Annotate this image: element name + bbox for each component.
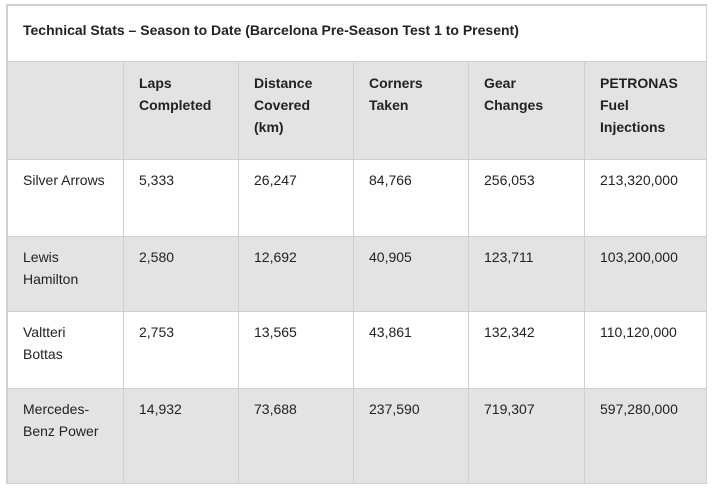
table-cell: 2,753 <box>123 311 239 389</box>
table-cell: 719,307 <box>468 388 585 484</box>
table-cell: 43,861 <box>353 311 469 389</box>
table-cell: 14,932 <box>123 388 239 484</box>
table-row: Mercedes-Benz Power 14,932 73,688 237,59… <box>7 388 707 484</box>
table-header-row: Laps Completed Distance Covered (km) Cor… <box>7 61 707 160</box>
table-cell: 26,247 <box>238 159 354 237</box>
table-row: Silver Arrows 5,333 26,247 84,766 256,05… <box>7 159 707 237</box>
table-row: Lewis Hamilton 2,580 12,692 40,905 123,7… <box>7 236 707 312</box>
column-header-gears: Gear Changes <box>468 61 585 160</box>
table-cell: 2,580 <box>123 236 239 312</box>
table-row: Valtteri Bottas 2,753 13,565 43,861 132,… <box>7 311 707 389</box>
table-cell: 110,120,000 <box>584 311 707 389</box>
table-cell: 237,590 <box>353 388 469 484</box>
row-label: Valtteri Bottas <box>7 311 124 389</box>
table-cell: 13,565 <box>238 311 354 389</box>
column-header-corners: Corners Taken <box>353 61 469 160</box>
table-cell: 103,200,000 <box>584 236 707 312</box>
row-label: Mercedes-Benz Power <box>7 388 124 484</box>
table-title: Technical Stats – Season to Date (Barcel… <box>7 5 707 62</box>
table-cell: 597,280,000 <box>584 388 707 484</box>
column-header-laps: Laps Completed <box>123 61 239 160</box>
column-header-blank <box>7 61 124 160</box>
row-label: Lewis Hamilton <box>7 236 124 312</box>
table-cell: 213,320,000 <box>584 159 707 237</box>
column-header-fuel: PETRONAS Fuel Injections <box>584 61 707 160</box>
table-cell: 5,333 <box>123 159 239 237</box>
column-header-distance: Distance Covered (km) <box>238 61 354 160</box>
table-cell: 256,053 <box>468 159 585 237</box>
table-cell: 132,342 <box>468 311 585 389</box>
technical-stats-table: Technical Stats – Season to Date (Barcel… <box>7 5 707 484</box>
table-cell: 73,688 <box>238 388 354 484</box>
table-cell: 84,766 <box>353 159 469 237</box>
table-cell: 12,692 <box>238 236 354 312</box>
table-cell: 40,905 <box>353 236 469 312</box>
row-label: Silver Arrows <box>7 159 124 237</box>
technical-stats-panel: Technical Stats – Season to Date (Barcel… <box>6 4 707 484</box>
table-cell: 123,711 <box>468 236 585 312</box>
